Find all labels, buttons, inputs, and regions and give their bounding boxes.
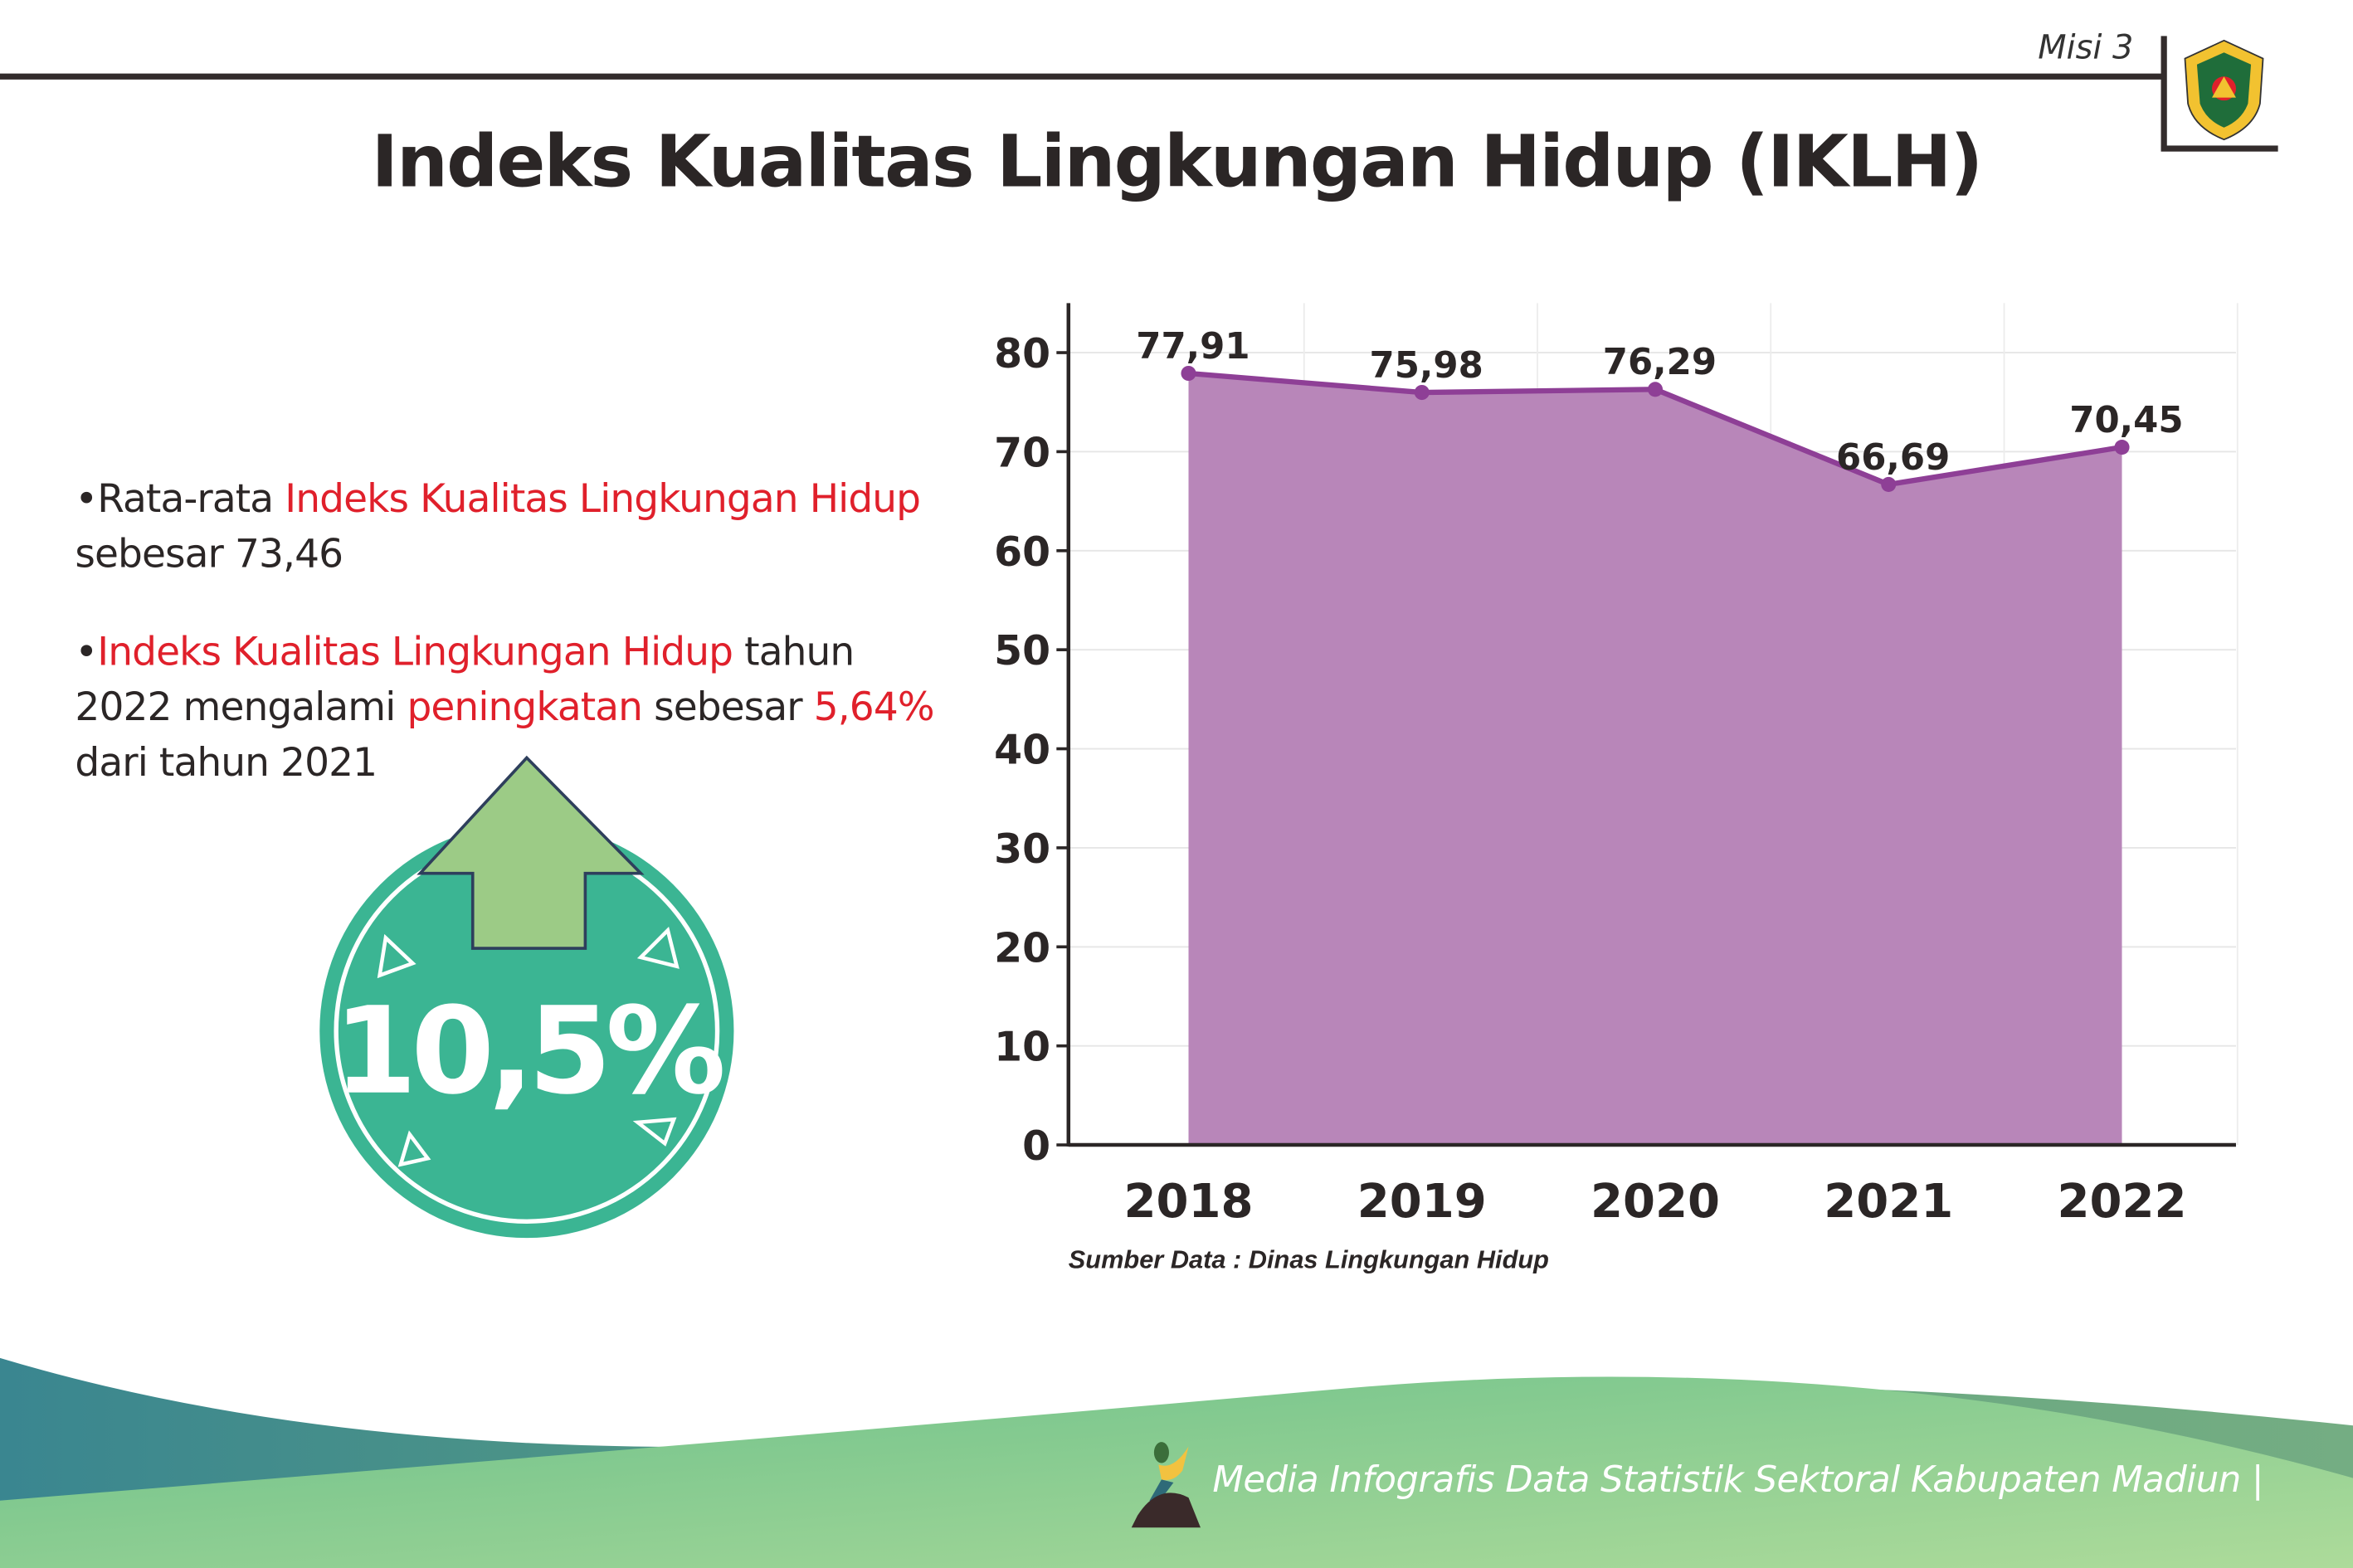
bullet-average: •Rata-rata Indeks Kualitas Lingkungan Hi… <box>75 473 945 584</box>
bullet-text: sebesar <box>642 685 814 731</box>
header-bracket <box>2161 36 2167 150</box>
footer-text: Media Infografis Data Statistik Sektoral… <box>1212 1458 2264 1501</box>
arrow-up-icon <box>417 755 645 950</box>
bullet-text: tahun 2022 mengalami <box>75 630 855 731</box>
y-tick-label: 50 <box>994 627 1050 674</box>
highlight-text: peningkatan <box>407 685 643 731</box>
data-point <box>1647 382 1664 397</box>
y-tick-label: 60 <box>994 528 1050 576</box>
y-tick-label: 80 <box>994 330 1050 377</box>
data-label: 75,98 <box>1370 345 1483 387</box>
highlight-text: Indeks Kualitas Lingkungan Hidup <box>285 477 921 523</box>
data-label: 66,69 <box>1836 437 1950 479</box>
bullet-increase: •Indeks Kualitas Lingkungan Hidup tahun … <box>75 626 945 792</box>
increase-badge: 10,5% <box>308 750 758 1251</box>
bullet-text: • <box>75 630 98 675</box>
page-title: Indeks Kualitas Lingkungan Hidup (IKLH) <box>371 119 1983 204</box>
area-fill <box>1188 373 2122 1146</box>
y-tick-label: 10 <box>994 1024 1050 1071</box>
x-tick-label: 2021 <box>1824 1175 1953 1229</box>
highlight-text: Indeks Kualitas Lingkungan Hidup <box>97 630 733 675</box>
badge-circle <box>319 823 734 1239</box>
data-point <box>1881 476 1897 492</box>
bullet-text: dari tahun 2021 <box>75 741 378 786</box>
header-bracket-foot <box>2161 145 2278 152</box>
misi-label: Misi 3 <box>2038 30 2134 68</box>
header-rule <box>0 73 2165 80</box>
data-point <box>2114 440 2130 455</box>
data-point <box>1414 384 1430 401</box>
highlight-text: 5,64% <box>813 685 935 731</box>
iklh-chart: 0 10 20 30 40 50 60 70 80 77,91 2018 75,98 2019 76,29… <box>994 303 2239 1229</box>
y-tick-label: 20 <box>994 924 1050 971</box>
badge-value: 10,5% <box>334 982 723 1122</box>
kabupaten-madiun-logo <box>2184 39 2264 141</box>
data-point <box>1181 365 1196 382</box>
bullet-text: •Rata-rata <box>75 477 285 523</box>
x-tick-label: 2018 <box>1123 1175 1253 1229</box>
x-tick-label: 2020 <box>1591 1175 1720 1229</box>
data-label: 76,29 <box>1603 342 1717 383</box>
y-tick-label: 30 <box>994 825 1050 873</box>
statistik-logo <box>1131 1442 1201 1528</box>
data-label: 70,45 <box>2069 400 2183 441</box>
summary-bullets: •Rata-rata Indeks Kualitas Lingkungan Hi… <box>75 473 945 835</box>
x-tick-label: 2022 <box>2058 1175 2187 1229</box>
y-tick-label: 70 <box>994 430 1050 477</box>
bullet-text: sebesar 73,46 <box>75 533 343 578</box>
data-source: Sumber Data : Dinas Lingkungan Hidup <box>1068 1245 1549 1274</box>
data-label: 77,91 <box>1136 326 1250 368</box>
y-tick-label: 40 <box>994 727 1050 774</box>
x-tick-label: 2019 <box>1357 1175 1487 1229</box>
y-tick-label: 0 <box>1022 1122 1050 1170</box>
